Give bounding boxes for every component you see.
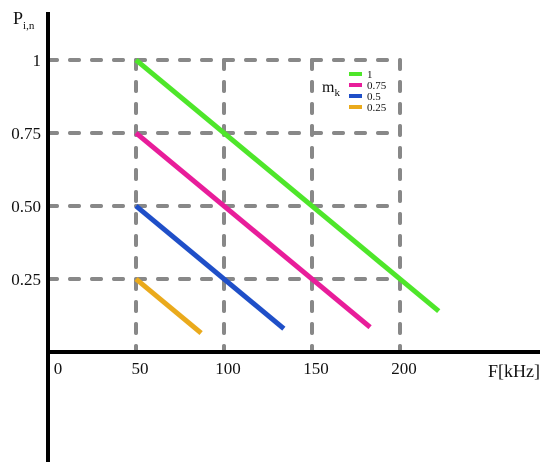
x-tick-label-3: 150 [303,359,329,378]
x-tick-label-0: 0 [54,359,63,378]
y-tick-label-1: 0.50 [11,197,41,216]
x-tick-label-4: 200 [391,359,417,378]
legend-title-main: m [322,79,335,96]
series-line-1 [134,58,441,314]
series-lines [134,58,441,335]
series-line-0_25 [134,277,203,335]
y-axis-title-sub: i,n [23,20,35,32]
legend-label-1: 0.75 [367,80,387,92]
axes [46,12,540,462]
y-tick-label-2: 0.75 [11,124,41,143]
y-tick-label-0: 0.25 [11,270,41,289]
y-axis-title: Pi,n [13,8,35,32]
legend-label-0: 1 [367,69,373,81]
x-axis-title: F[kHz] [488,361,540,381]
series-line-0_75 [134,131,372,330]
series-line-0_5 [134,204,286,331]
legend: 10.750.50.25 [349,69,387,114]
x-tick-label-1: 50 [132,359,149,378]
legend-title: mk [322,79,340,99]
y-tick-label-3: 1 [33,51,42,70]
legend-label-3: 0.25 [367,102,387,114]
legend-label-2: 0.5 [367,91,381,103]
legend-title-sub: k [334,87,340,99]
y-axis-title-main: P [13,8,23,28]
x-tick-label-2: 100 [215,359,241,378]
